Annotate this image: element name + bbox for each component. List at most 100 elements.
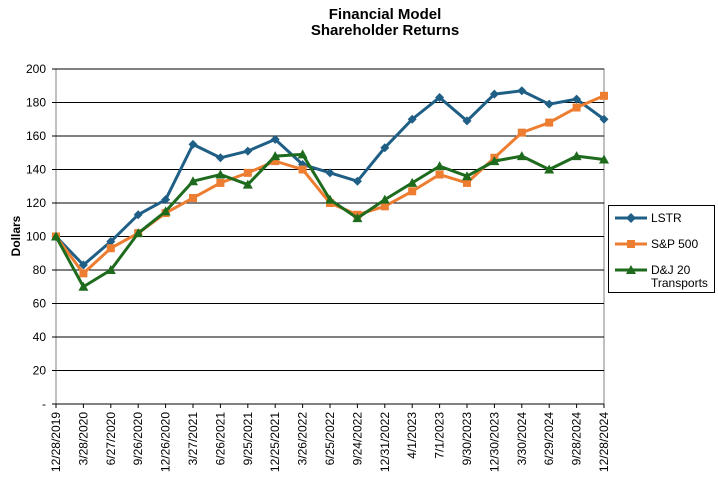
legend: LSTR S&P 500 D&J 20 Transports bbox=[608, 205, 715, 293]
data-point bbox=[188, 139, 198, 149]
data-point bbox=[544, 99, 554, 109]
y-tick-label: 80 bbox=[33, 263, 47, 277]
data-point bbox=[572, 103, 581, 112]
data-point bbox=[189, 193, 197, 202]
x-tick-label: 12/28/2024 bbox=[597, 412, 611, 472]
data-point bbox=[380, 202, 389, 211]
legend-label: LSTR bbox=[651, 211, 682, 225]
x-tick-label: 3/27/2021 bbox=[186, 412, 200, 466]
data-point bbox=[434, 161, 445, 171]
data-point bbox=[600, 91, 608, 100]
data-point bbox=[105, 265, 116, 274]
x-tick-label: 3/30/2024 bbox=[515, 412, 529, 466]
data-point bbox=[216, 178, 225, 187]
x-tick-label: 9/25/2021 bbox=[241, 412, 255, 466]
y-tick-label: 180 bbox=[26, 96, 46, 110]
x-tick-label: 12/25/2021 bbox=[268, 412, 282, 472]
data-point bbox=[380, 143, 390, 153]
data-point bbox=[270, 134, 280, 144]
data-point bbox=[51, 231, 61, 241]
data-point bbox=[571, 151, 582, 161]
data-point bbox=[544, 164, 555, 174]
legend-swatch-transports bbox=[615, 265, 647, 274]
data-point bbox=[106, 237, 116, 247]
data-point bbox=[545, 118, 554, 127]
y-tick-label: 100 bbox=[26, 230, 46, 244]
chart-subtitle: Shareholder Returns bbox=[310, 22, 460, 39]
y-tick-label: 20 bbox=[33, 364, 47, 378]
data-point bbox=[517, 128, 526, 137]
y-tick-label: 140 bbox=[26, 163, 46, 177]
x-tick-label: 6/29/2024 bbox=[542, 412, 556, 466]
data-point bbox=[489, 89, 499, 99]
data-point bbox=[352, 176, 362, 186]
data-point bbox=[270, 151, 281, 161]
data-point bbox=[407, 114, 417, 124]
data-point bbox=[462, 171, 472, 181]
data-point bbox=[271, 157, 280, 166]
legend-swatch-sp500 bbox=[615, 240, 647, 248]
x-tick-label: 3/28/2020 bbox=[76, 412, 90, 466]
data-point bbox=[133, 228, 144, 238]
data-point bbox=[78, 260, 88, 270]
data-point bbox=[161, 195, 171, 205]
y-tick-label: 120 bbox=[26, 196, 46, 210]
series-group bbox=[51, 86, 609, 291]
data-point bbox=[78, 281, 89, 291]
y-tick-label: 200 bbox=[26, 62, 46, 76]
data-point bbox=[435, 170, 444, 179]
data-point bbox=[572, 94, 582, 104]
x-axis-ticks: 12/28/2019 3/28/2020 6/27/2020 9/26/2020 12/… bbox=[49, 404, 611, 472]
x-tick-label: 9/28/2024 bbox=[570, 412, 584, 466]
y-tick-label: 160 bbox=[26, 129, 46, 143]
data-point bbox=[297, 149, 308, 159]
data-point bbox=[325, 194, 335, 204]
x-tick-label: 4/1/2023 bbox=[405, 412, 419, 459]
y-tick-label: 60 bbox=[33, 297, 47, 311]
data-point bbox=[243, 146, 253, 156]
data-point bbox=[517, 86, 527, 96]
data-point bbox=[407, 177, 418, 187]
data-point bbox=[215, 169, 226, 179]
y-axis-ticks: - 20 40 60 80 100 120 140 160 180 200 bbox=[26, 62, 56, 411]
data-point bbox=[325, 168, 335, 178]
legend-label: S&P 500 bbox=[651, 237, 699, 251]
data-point bbox=[462, 116, 472, 126]
data-point bbox=[352, 213, 363, 223]
x-tick-label: 6/26/2021 bbox=[213, 412, 227, 466]
x-tick-label: 9/26/2020 bbox=[131, 412, 145, 466]
x-tick-label: 12/28/2019 bbox=[49, 412, 63, 472]
data-point bbox=[408, 187, 417, 196]
data-point bbox=[79, 269, 88, 278]
y-axis-label: Dollars bbox=[9, 215, 23, 256]
data-point bbox=[599, 154, 609, 164]
data-point bbox=[516, 151, 527, 161]
y-tick-label: 40 bbox=[33, 330, 47, 344]
y-tick-label: - bbox=[42, 397, 46, 411]
x-tick-label: 7/1/2023 bbox=[433, 412, 447, 459]
legend-swatch-lstr bbox=[615, 213, 647, 223]
data-point bbox=[463, 178, 471, 187]
data-point bbox=[242, 179, 253, 189]
x-tick-label: 9/30/2023 bbox=[460, 412, 474, 466]
data-point bbox=[188, 176, 198, 186]
legend-label: D&J 20 Transports bbox=[651, 263, 708, 290]
x-tick-label: 3/26/2022 bbox=[296, 412, 310, 466]
x-tick-label: 12/31/2022 bbox=[378, 412, 392, 472]
x-tick-label: 12/26/2020 bbox=[159, 412, 173, 472]
series-0 bbox=[51, 86, 609, 270]
x-tick-label: 6/27/2020 bbox=[104, 412, 118, 466]
data-point bbox=[298, 165, 307, 174]
series-line bbox=[54, 94, 605, 275]
x-tick-label: 12/30/2023 bbox=[487, 412, 501, 472]
x-tick-label: 9/24/2022 bbox=[350, 412, 364, 466]
series-line bbox=[54, 89, 605, 267]
data-point bbox=[215, 153, 225, 163]
data-point bbox=[489, 156, 500, 166]
data-point bbox=[435, 92, 445, 102]
data-point bbox=[243, 168, 252, 177]
series-2 bbox=[51, 149, 609, 291]
data-point bbox=[133, 210, 143, 220]
series-1 bbox=[52, 91, 608, 278]
